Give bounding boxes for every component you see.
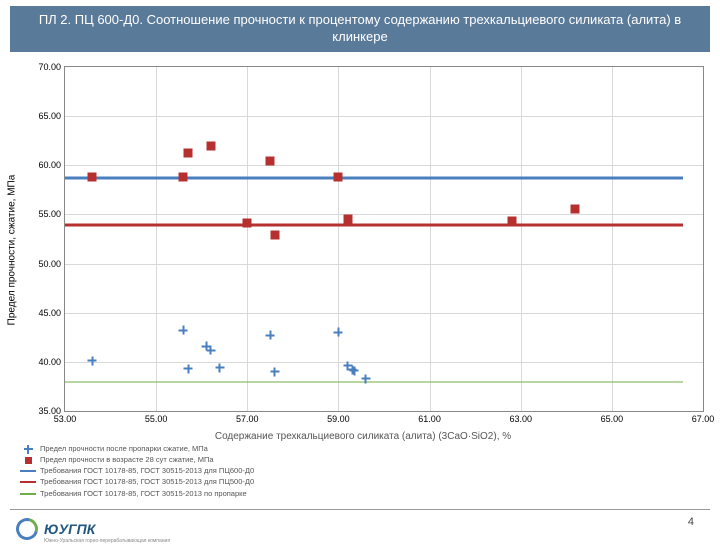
logo-subtext: Южно-Уральская горно-перерабатывающая ко… — [44, 538, 170, 544]
data-point-plus — [334, 328, 343, 337]
reference-line — [65, 224, 683, 227]
legend-label: Требования ГОСТ 10178-85, ГОСТ 30515-201… — [40, 489, 247, 499]
data-point-plus — [179, 326, 188, 335]
y-tick: 45.00 — [38, 308, 61, 318]
x-tick: 65.00 — [601, 414, 624, 424]
y-tick: 70.00 — [38, 62, 61, 72]
data-point-plus — [361, 374, 370, 383]
chart-legend: Предел прочности после пропарки сжатие, … — [20, 444, 254, 500]
data-point-square — [184, 148, 193, 157]
legend-label: Предел прочности после пропарки сжатие, … — [40, 444, 208, 454]
data-point-plus — [270, 367, 279, 376]
plot-area: 35.0040.0045.0050.0055.0060.0065.0070.00… — [64, 66, 704, 412]
y-axis-label: Предел прочности, сжатие, МПа — [7, 175, 18, 326]
y-tick: 40.00 — [38, 357, 61, 367]
company-logo: ЮУГПК — [16, 518, 95, 540]
data-point-plus — [206, 346, 215, 355]
data-point-square — [343, 215, 352, 224]
data-point-plus — [215, 363, 224, 372]
x-tick: 61.00 — [418, 414, 441, 424]
legend-item: Требования ГОСТ 10178-85, ГОСТ 30515-201… — [20, 477, 254, 487]
slide-title: ПЛ 2. ПЦ 600-Д0. Соотношение прочности к… — [10, 6, 710, 52]
reference-line — [65, 177, 683, 180]
data-point-plus — [350, 366, 359, 375]
data-point-plus — [88, 356, 97, 365]
data-point-square — [206, 141, 215, 150]
data-point-square — [571, 204, 580, 213]
x-axis-label: Содержание трехкальциевого силиката (али… — [215, 431, 511, 442]
reference-line — [65, 381, 683, 382]
data-point-square — [88, 173, 97, 182]
data-point-plus — [266, 331, 275, 340]
y-tick: 50.00 — [38, 259, 61, 269]
page-number: 4 — [688, 516, 694, 528]
x-tick: 59.00 — [327, 414, 350, 424]
data-point-square — [334, 173, 343, 182]
data-point-square — [179, 173, 188, 182]
data-point-square — [507, 217, 516, 226]
y-tick: 65.00 — [38, 111, 61, 121]
legend-item: Требования ГОСТ 10178-85, ГОСТ 30515-201… — [20, 489, 254, 499]
chart-container: Предел прочности, сжатие, МПа 35.0040.00… — [18, 60, 708, 440]
legend-label: Требования ГОСТ 10178-85, ГОСТ 30515-201… — [40, 466, 254, 476]
legend-label: Предел прочности в возрасте 28 сут сжати… — [40, 455, 214, 465]
x-tick: 63.00 — [509, 414, 532, 424]
legend-item: Предел прочности после пропарки сжатие, … — [20, 444, 254, 454]
data-point-plus — [184, 364, 193, 373]
data-point-square — [266, 157, 275, 166]
x-tick: 57.00 — [236, 414, 259, 424]
data-point-square — [243, 219, 252, 228]
legend-item: Предел прочности в возрасте 28 сут сжати… — [20, 455, 254, 465]
data-point-square — [270, 231, 279, 240]
footer-divider — [10, 509, 710, 510]
y-tick: 55.00 — [38, 209, 61, 219]
legend-label: Требования ГОСТ 10178-85, ГОСТ 30515-201… — [40, 477, 254, 487]
logo-text: ЮУГПК — [44, 521, 95, 537]
x-tick: 55.00 — [145, 414, 168, 424]
y-tick: 60.00 — [38, 160, 61, 170]
x-tick: 67.00 — [692, 414, 715, 424]
legend-item: Требования ГОСТ 10178-85, ГОСТ 30515-201… — [20, 466, 254, 476]
x-tick: 53.00 — [54, 414, 77, 424]
